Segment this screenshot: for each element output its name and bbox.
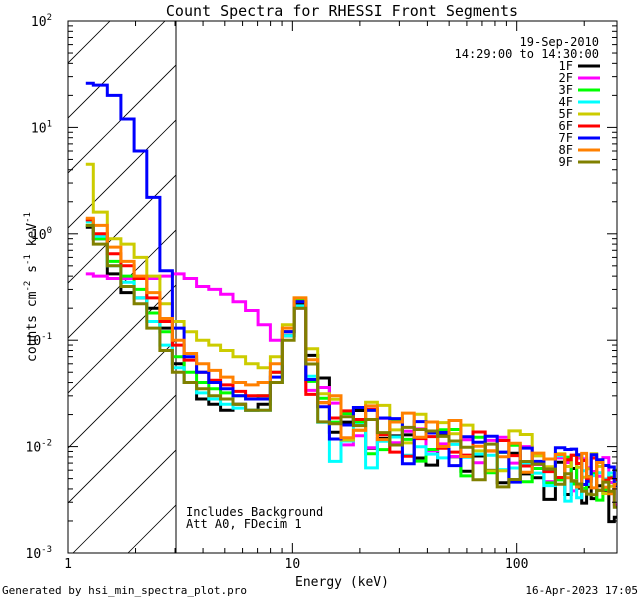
series-line-6F — [85, 218, 617, 492]
y-tick-labels: 10-3 10-2 10-1 100 101 102 — [26, 13, 53, 562]
hatch-line — [72, 449, 176, 553]
series-line-9F — [85, 223, 617, 509]
legend-label: 1F — [559, 59, 573, 73]
legend-label: 4F — [559, 95, 573, 109]
y-tick-label: 10-1 — [26, 332, 53, 349]
y-tick-label: 102 — [31, 13, 52, 30]
excluded-region-hatch — [68, 0, 640, 553]
footer-generated-by: Generated by hsi_min_spectra_plot.pro — [2, 584, 247, 597]
hatch-line — [68, 229, 176, 339]
hatch-line — [68, 174, 176, 284]
x-tick-label: 100 — [505, 557, 528, 572]
y-tick-label: 10-2 — [26, 439, 53, 456]
legend-label: 6F — [559, 119, 573, 133]
hatch-line — [68, 284, 176, 394]
series-line-3F — [85, 223, 617, 502]
legend-label: 7F — [559, 131, 573, 145]
legend-label: 9F — [559, 155, 573, 169]
annotation-background: Includes Background — [186, 505, 323, 519]
series-group — [85, 81, 617, 524]
time-range-label: 14:29:00 to 14:30:00 — [455, 47, 600, 61]
chart-title: Count Spectra for RHESSI Front Segments — [166, 2, 518, 20]
date-label: 19-Sep-2010 — [520, 35, 599, 49]
series-line-7F — [85, 81, 617, 488]
footer-timestamp: 16-Apr-2023 17:05 — [525, 584, 638, 597]
legend-label: 8F — [559, 143, 573, 157]
series-line-4F — [85, 220, 617, 503]
legend-label: 2F — [559, 71, 573, 85]
hatch-line — [623, 0, 640, 553]
x-tick-labels: 1 10 100 — [64, 557, 528, 572]
x-tick-label: 1 — [64, 557, 72, 572]
hatch-line — [68, 21, 166, 119]
legend-label: 3F — [559, 83, 573, 97]
y-tick-label: 10-3 — [26, 545, 53, 562]
y-tick-label: 100 — [31, 226, 52, 243]
x-tick-label: 10 — [285, 557, 301, 572]
x-axis-label: Energy (keV) — [295, 575, 389, 590]
series-line-8F — [85, 216, 617, 496]
series-line-2F — [85, 272, 617, 507]
hatch-line — [238, 0, 640, 553]
hatch-line — [68, 339, 176, 449]
legend-label: 5F — [559, 107, 573, 121]
annotation-attenuator: Att A0, FDecim 1 — [186, 517, 302, 531]
y-axis-label: counts cm-2 s-1 keV-1 — [23, 212, 40, 362]
axis-ticks — [67, 21, 617, 554]
plot-frame — [67, 20, 618, 554]
hatch-line — [68, 21, 111, 64]
hatch-line — [68, 394, 176, 504]
y-tick-label: 101 — [31, 119, 52, 136]
